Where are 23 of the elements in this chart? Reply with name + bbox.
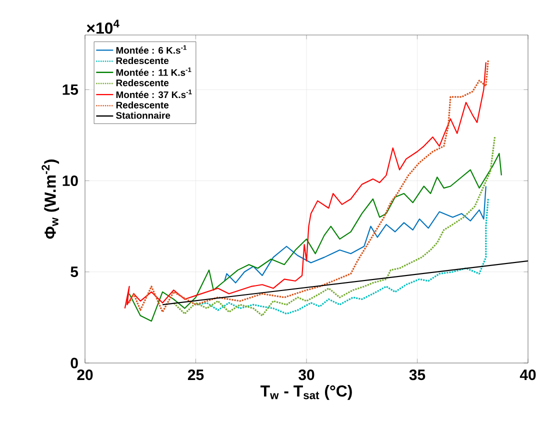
y-tick-label: 0 [70,358,78,368]
legend-label: Redescente [116,57,169,64]
legend-label: Stationnaire [116,112,170,119]
legend-label: Montée : 37 K.s$^{-1}$ [116,90,192,98]
line-series [224,186,486,284]
line-series [172,136,496,316]
line-series [128,152,502,322]
y-tick-label: 5 [70,266,78,278]
x-tick-label: 40 [520,370,536,380]
x-axis-title: T$_{w}$ - T$_{sat}$ (°C) [260,384,352,400]
y-tick-label: 15 [62,84,78,95]
x-tick-label: 25 [188,370,204,380]
legend-label: Montée : 6 K.s$^{-1}$ [116,45,186,54]
legend-label: Redescente [116,79,169,86]
line-series [194,198,489,315]
legend-label: Montée : 11 K.s$^{-1}$ [116,67,192,76]
y-tick-label: 10 [62,175,78,186]
x-tick-label: 35 [409,370,426,380]
y-axis-title: Φ$_{w}$ (W.m$^{-2}$) [42,160,60,239]
legend-label: Redescente [116,101,169,108]
x-tick-label: 30 [298,370,314,380]
x-tick-label: 20 [77,370,93,380]
text: ×10$^{4}$ [86,20,120,34]
